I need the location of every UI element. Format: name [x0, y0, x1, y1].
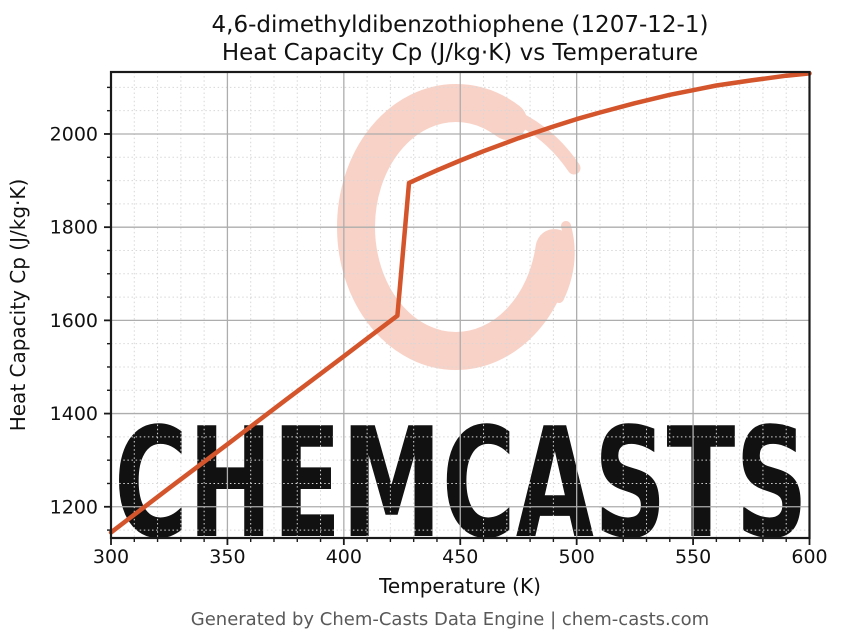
y-tick-label: 1600: [50, 310, 98, 332]
watermark-inner-swoosh-icon: [443, 94, 581, 175]
footer-credit: Generated by Chem-Casts Data Engine | ch…: [191, 609, 709, 630]
x-tick-label: 600: [791, 546, 827, 568]
x-tick-label: 400: [326, 546, 362, 568]
y-tick-label: 2000: [50, 123, 98, 145]
data-line-cp-vs-temperature: [108, 71, 812, 535]
y-tick-label: 1400: [50, 403, 98, 425]
x-tick-label: 300: [93, 546, 129, 568]
chart-title-line1: 4,6-dimethyldibenzothiophene (1207-12-1): [212, 12, 709, 38]
tick-labels: 300 350 400 450 500 550 600 1200 1400 1600 1800 200…: [50, 123, 828, 568]
y-tick-label: 1800: [50, 217, 98, 239]
x-tick-label: 450: [442, 546, 478, 568]
x-axis-label: Temperature (K): [378, 574, 541, 598]
axis-ticks: [104, 86, 811, 545]
grid-major: [111, 72, 810, 538]
y-tick-label: 1200: [50, 496, 98, 518]
x-tick-label: 500: [559, 546, 595, 568]
watermark-tail-swoosh-icon: [554, 221, 575, 303]
x-tick-label: 350: [209, 546, 245, 568]
chart-title-line2: Heat Capacity Cp (J/kg·K) vs Temperature: [222, 40, 698, 66]
x-tick-label: 550: [675, 546, 711, 568]
y-axis-label: Heat Capacity Cp (J/kg·K): [6, 179, 30, 432]
